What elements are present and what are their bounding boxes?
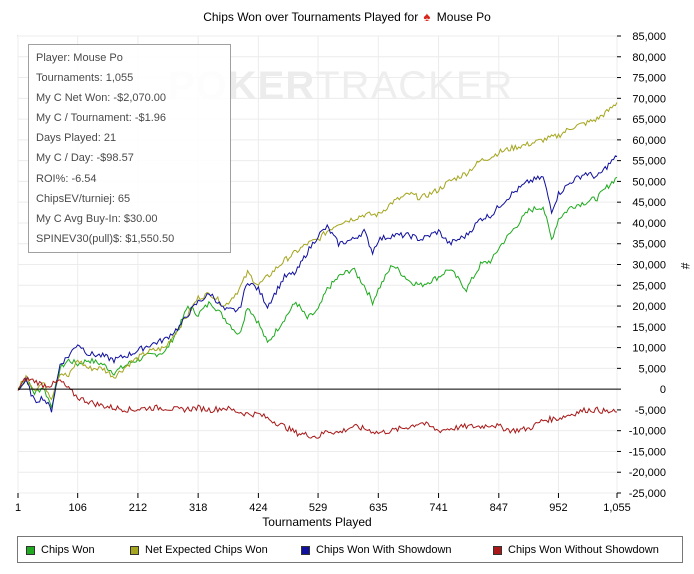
y-axis-label: # [678, 263, 692, 270]
stat-spin-ev: SPINEV30(pull)$: $1,550.50 [36, 232, 175, 245]
title-player: Mouse Po [436, 10, 491, 24]
legend-swatch [493, 545, 502, 555]
stat-player: Player: Mouse Po [36, 52, 123, 64]
y-tick-label: 5,000 [638, 363, 666, 375]
y-tick-label: 25,000 [632, 280, 666, 292]
title-prefix: Chips Won over Tournaments Played for [203, 10, 419, 24]
x-tick-label: 1 [15, 502, 21, 514]
y-tick-label: 80,000 [632, 52, 666, 64]
series-line-1 [17, 102, 618, 401]
stat-roi: ROI%: -6.54 [36, 172, 97, 185]
y-tick-label: 0 [660, 384, 666, 396]
x-tick-label: 529 [309, 502, 327, 514]
pokerstars-spade-icon: ♠ [423, 9, 431, 24]
series-layer [17, 102, 618, 439]
x-tick-label: 424 [249, 502, 267, 514]
y-tick-label: 70,000 [632, 93, 666, 105]
y-tick-label: -5,000 [635, 405, 666, 417]
x-tick-label: 635 [369, 502, 387, 514]
legend-label: Net Expected Chips Won [145, 544, 268, 556]
x-tick-label: 106 [68, 502, 86, 514]
y-tick-label: -20,000 [629, 467, 666, 479]
y-tick-label: 60,000 [632, 135, 666, 147]
y-tick-label: 55,000 [632, 156, 666, 168]
chart-title: Chips Won over Tournaments Played for ♠ … [0, 9, 694, 24]
x-axis-label: Tournaments Played [262, 515, 371, 529]
series-line-0 [17, 176, 618, 410]
y-tick-label: 75,000 [632, 73, 666, 85]
stat-days-played: Days Played: 21 [36, 132, 117, 145]
series-line-2 [17, 155, 618, 413]
stat-chips-ev: ChipsEV/turniej: 65 [36, 192, 131, 205]
y-tick-label: -10,000 [629, 426, 666, 438]
x-tick-label: 741 [429, 502, 447, 514]
y-tick-label: -25,000 [629, 488, 666, 500]
y-tick-label: 10,000 [632, 343, 666, 355]
legend-item-chips-won[interactable]: Chips Won [26, 544, 95, 556]
y-tick-label: 15,000 [632, 322, 666, 334]
x-tick-label: 318 [189, 502, 207, 514]
legend-swatch [26, 545, 35, 555]
legend-swatch [301, 545, 310, 555]
x-tick-label: 952 [549, 502, 567, 514]
player-stats-box: Player: Mouse Po Tournaments: 1,055 My C… [28, 44, 231, 253]
legend-item-without-showdown[interactable]: Chips Won Without Showdown [493, 544, 659, 556]
y-tick-label: -15,000 [629, 446, 666, 458]
y-tick-label: 50,000 [632, 176, 666, 188]
stat-per-day: My C / Day: -$98.57 [36, 152, 134, 165]
legend-label: Chips Won Without Showdown [508, 544, 659, 556]
legend-label: Chips Won With Showdown [316, 544, 452, 556]
legend-item-net-expected[interactable]: Net Expected Chips Won [130, 544, 268, 556]
y-tick-label: 85,000 [632, 31, 666, 43]
legend: Chips Won Net Expected Chips Won Chips W… [17, 536, 683, 563]
stat-net-won: My C Net Won: -$2,070.00 [36, 92, 167, 105]
y-tick-label: 20,000 [632, 301, 666, 313]
x-tick-label: 212 [129, 502, 147, 514]
y-tick-label: 45,000 [632, 197, 666, 209]
x-tick-label: 847 [490, 502, 508, 514]
x-axis: 1 106 212 318 424 529 635 741 847 952 1,055 [15, 493, 631, 514]
legend-item-with-showdown[interactable]: Chips Won With Showdown [301, 544, 452, 556]
y-tick-label: 30,000 [632, 260, 666, 272]
y-tick-label: 35,000 [632, 239, 666, 251]
x-tick-label: 1,055 [603, 502, 631, 514]
stat-per-tournament: My C / Tournament: -$1.96 [36, 112, 167, 125]
legend-label: Chips Won [41, 544, 95, 556]
y-tick-label: 40,000 [632, 218, 666, 230]
stat-tournaments: Tournaments: 1,055 [36, 72, 134, 85]
y-tick-label: 65,000 [632, 114, 666, 126]
legend-swatch [130, 545, 139, 555]
y-axis: 85,000 80,000 75,000 70,000 65,000 60,000 55,0… [617, 31, 666, 500]
stat-avg-buy-in: My C Avg Buy-In: $30.00 [36, 212, 158, 225]
series-line-3 [17, 376, 618, 439]
